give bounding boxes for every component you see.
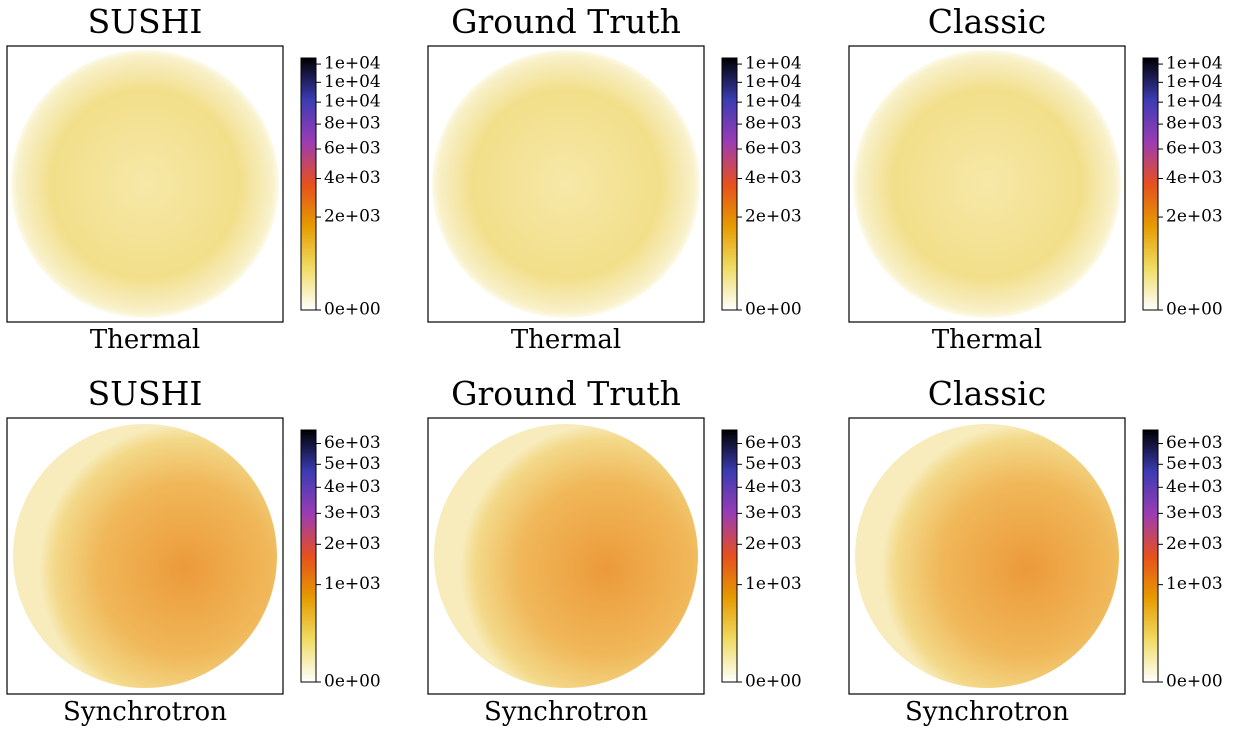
image-frame — [427, 45, 705, 323]
colorbar-tick-label: 5e+03 — [324, 454, 381, 474]
colorbar — [1142, 429, 1159, 683]
colorbar-tick-label: 2e+03 — [1166, 534, 1223, 554]
colorbar-tick-label: 4e+03 — [745, 168, 802, 188]
colorbar-tick-label: 0e+00 — [745, 672, 802, 692]
colorbar-tick-label: 0e+00 — [1166, 300, 1223, 320]
colorbar-tick-label: 1e+04 — [324, 72, 381, 92]
colorbar-tick-label: 3e+03 — [745, 503, 802, 523]
colorbar-tick-label: 1e+04 — [745, 54, 802, 74]
image-region — [13, 424, 277, 688]
panel-title: SUSHI — [88, 2, 203, 41]
colorbar-tick-label: 1e+03 — [324, 574, 381, 594]
colorbar-tick-label: 1e+04 — [324, 54, 381, 74]
panel: SUSHI Synchrotron 0e+00 1e+03 2e+03 3e+03 4e+0… — [6, 374, 381, 727]
colorbar-tick-label: 6e+03 — [745, 433, 802, 453]
colorbar-tick-label: 2e+03 — [745, 534, 802, 554]
colorbar-tick-label: 1e+03 — [745, 574, 802, 594]
colorbar-tick-label: 1e+04 — [1166, 72, 1223, 92]
colorbar-tick-label: 0e+00 — [324, 300, 381, 320]
colorbar-tick-label: 6e+03 — [1166, 139, 1223, 159]
colorbar-tick-label: 5e+03 — [745, 454, 802, 474]
panel-title: Ground Truth — [451, 374, 681, 413]
colorbar-tick-label: 2e+03 — [1166, 207, 1223, 227]
image-frame — [6, 417, 284, 695]
panel: ClassicThermal0e+002e+034e+036e+038e+031… — [848, 2, 1223, 355]
colorbar-tick-label: 8e+03 — [324, 114, 381, 134]
image-frame — [848, 417, 1126, 695]
panel: Classic Synchrotron 0e+00 1e+03 2e+03 3e+03 4e… — [848, 374, 1223, 727]
colorbar-tick-label: 8e+03 — [745, 114, 802, 134]
x-axis-label: Synchrotron — [484, 697, 648, 727]
colorbar-tick-label: 1e+04 — [745, 72, 802, 92]
colorbar-tick-label: 0e+00 — [745, 300, 802, 320]
colorbar-tick-label: 5e+03 — [1166, 454, 1223, 474]
colorbar — [300, 57, 317, 311]
panel: SUSHIThermal0e+002e+034e+036e+038e+031e+… — [6, 2, 381, 355]
colorbar-tick-label: 2e+03 — [324, 534, 381, 554]
panel-title: SUSHI — [88, 374, 203, 413]
image-region — [432, 50, 700, 318]
colorbar-tick-label: 0e+00 — [324, 672, 381, 692]
panel-title: Classic — [928, 374, 1046, 413]
image-region — [855, 424, 1119, 688]
colorbar-tick-label: 6e+03 — [324, 433, 381, 453]
colorbar-tick-label: 1e+04 — [745, 92, 802, 112]
x-axis-label: Thermal — [90, 325, 200, 355]
x-axis-label: Thermal — [511, 325, 621, 355]
colorbar-tick-label: 8e+03 — [1166, 114, 1223, 134]
image-frame — [6, 45, 284, 323]
colorbar-tick-label: 2e+03 — [324, 207, 381, 227]
colorbar-tick-label: 1e+04 — [1166, 54, 1223, 74]
colorbar-tick-label: 3e+03 — [1166, 503, 1223, 523]
colorbar — [721, 429, 738, 683]
colorbar-tick-label: 0e+00 — [1166, 672, 1223, 692]
colorbar-tick-label: 1e+04 — [324, 92, 381, 112]
image-region — [434, 424, 698, 688]
colorbar — [721, 57, 738, 311]
colorbar — [1142, 57, 1159, 311]
x-axis-label: Synchrotron — [63, 697, 227, 727]
x-axis-label: Thermal — [932, 325, 1042, 355]
image-frame — [427, 417, 705, 695]
panel: Ground Truth Thermal 0e+00 2e+03 4e+03 6e+03 8… — [427, 2, 802, 355]
colorbar-tick-label: 4e+03 — [1166, 477, 1223, 497]
image-region — [853, 50, 1121, 318]
colorbar-tick-label: 6e+03 — [745, 139, 802, 159]
colorbar-tick-label: 1e+04 — [1166, 92, 1223, 112]
colorbar-tick-label: 4e+03 — [1166, 168, 1223, 188]
colorbar-tick-label: 4e+03 — [324, 477, 381, 497]
image-frame — [848, 45, 1126, 323]
colorbar-tick-label: 6e+03 — [324, 139, 381, 159]
colorbar-tick-label: 4e+03 — [324, 168, 381, 188]
panel: Ground Truth Synchrotron 0e+00 1e+03 2e+03 3e… — [427, 374, 802, 727]
colorbar-tick-label: 4e+03 — [745, 477, 802, 497]
panel-title: Ground Truth — [451, 2, 681, 41]
colorbar-tick-label: 2e+03 — [745, 207, 802, 227]
colorbar — [300, 429, 317, 683]
colorbar-tick-label: 3e+03 — [324, 503, 381, 523]
colorbar-tick-label: 1e+03 — [1166, 574, 1223, 594]
colorbar-tick-label: 6e+03 — [1166, 433, 1223, 453]
x-axis-label: Synchrotron — [905, 697, 1069, 727]
panel-title: Classic — [928, 2, 1046, 41]
image-region — [11, 50, 279, 318]
